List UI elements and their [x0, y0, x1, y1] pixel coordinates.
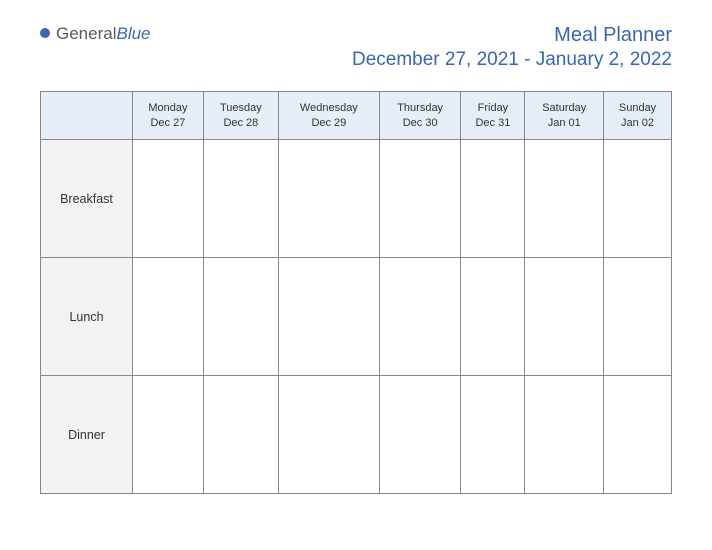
page-title: Meal Planner [352, 24, 672, 47]
meal-slot[interactable] [278, 376, 379, 494]
meal-slot[interactable] [203, 376, 278, 494]
day-weekday: Tuesday [220, 102, 262, 114]
table-row: Breakfast [41, 140, 672, 258]
day-header: Saturday Jan 01 [525, 92, 604, 140]
meal-slot[interactable] [203, 258, 278, 376]
meal-slot[interactable] [133, 258, 204, 376]
meal-slot[interactable] [461, 376, 525, 494]
meal-slot[interactable] [278, 140, 379, 258]
table-row: Dinner [41, 376, 672, 494]
day-header: Sunday Jan 02 [604, 92, 672, 140]
meal-label: Lunch [41, 258, 133, 376]
meal-slot[interactable] [604, 376, 672, 494]
logo-text-blue: Blue [116, 24, 150, 44]
meal-slot[interactable] [379, 140, 461, 258]
day-date: Dec 28 [223, 117, 258, 129]
meal-slot[interactable] [133, 376, 204, 494]
logo: General Blue [40, 24, 151, 44]
day-date: Jan 01 [548, 117, 581, 129]
day-weekday: Sunday [619, 102, 656, 114]
meal-slot[interactable] [525, 376, 604, 494]
meal-slot[interactable] [379, 376, 461, 494]
meal-slot[interactable] [525, 140, 604, 258]
meal-slot[interactable] [461, 258, 525, 376]
meal-slot[interactable] [133, 140, 204, 258]
header: General Blue Meal Planner December 27, 2… [0, 0, 712, 83]
day-date: Jan 02 [621, 117, 654, 129]
day-header: Tuesday Dec 28 [203, 92, 278, 140]
meal-slot[interactable] [461, 140, 525, 258]
planner-table-container: Monday Dec 27 Tuesday Dec 28 Wednesday Dec … [0, 83, 712, 494]
title-block: Meal Planner December 27, 2021 - January… [352, 24, 672, 71]
day-header: Friday Dec 31 [461, 92, 525, 140]
day-weekday: Monday [148, 102, 187, 114]
meal-slot[interactable] [278, 258, 379, 376]
corner-cell [41, 92, 133, 140]
meal-label: Breakfast [41, 140, 133, 258]
meal-slot[interactable] [525, 258, 604, 376]
day-weekday: Wednesday [300, 102, 358, 114]
day-date: Dec 27 [150, 117, 185, 129]
day-date: Dec 29 [311, 117, 346, 129]
day-weekday: Friday [478, 102, 509, 114]
meal-label: Dinner [41, 376, 133, 494]
day-header: Monday Dec 27 [133, 92, 204, 140]
header-row: Monday Dec 27 Tuesday Dec 28 Wednesday Dec … [41, 92, 672, 140]
table-row: Lunch [41, 258, 672, 376]
logo-dot-icon [40, 28, 50, 38]
logo-text-general: General [56, 24, 116, 44]
day-date: Dec 31 [475, 117, 510, 129]
day-header: Wednesday Dec 29 [278, 92, 379, 140]
meal-slot[interactable] [379, 258, 461, 376]
day-weekday: Thursday [397, 102, 443, 114]
day-date: Dec 30 [403, 117, 438, 129]
day-header: Thursday Dec 30 [379, 92, 461, 140]
date-range: December 27, 2021 - January 2, 2022 [352, 49, 672, 71]
planner-table: Monday Dec 27 Tuesday Dec 28 Wednesday Dec … [40, 91, 672, 494]
meal-slot[interactable] [203, 140, 278, 258]
meal-slot[interactable] [604, 258, 672, 376]
day-weekday: Saturday [542, 102, 586, 114]
meal-slot[interactable] [604, 140, 672, 258]
